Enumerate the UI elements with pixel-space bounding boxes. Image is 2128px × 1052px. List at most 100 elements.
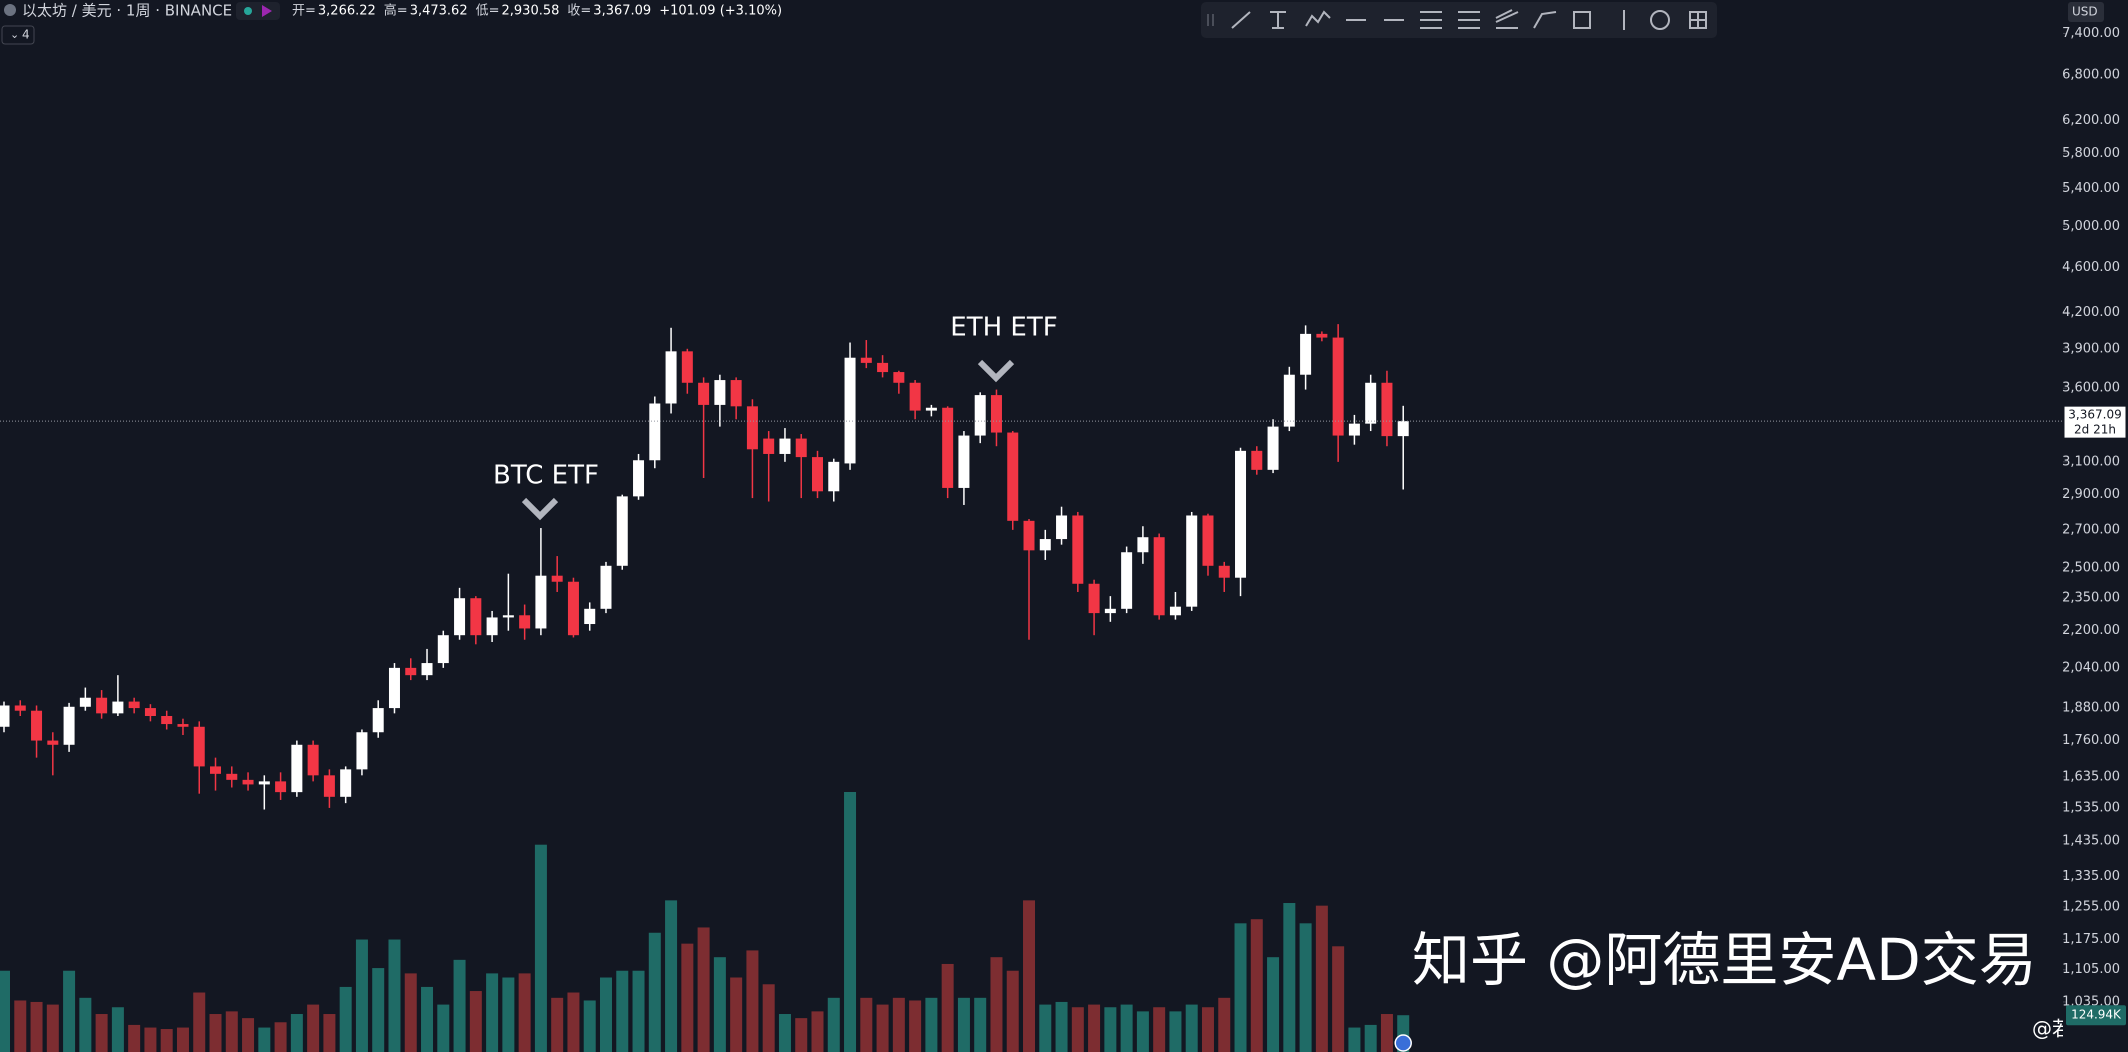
candle-body [1186,515,1198,607]
candle-body [47,740,59,745]
annotation-arrow [521,497,559,521]
tool-brush[interactable] [1533,11,1557,29]
tool-channel[interactable] [1420,11,1442,29]
candle-body [1332,337,1344,436]
candle-body [909,382,921,411]
indicator-toggle[interactable] [1,25,35,45]
volume-bar [339,986,352,1052]
drag-handle[interactable] [1207,14,1214,26]
volume-bar [534,844,547,1052]
y-tick-label: 1,335.00 [2062,869,2120,884]
volume-bar [225,1011,238,1052]
volume-bar [632,970,645,1052]
annotation: ETH ETF [950,313,1057,343]
tool-vertical[interactable] [1270,11,1286,29]
tool-grid-lines[interactable] [1690,12,1706,28]
y-tick-label: 4,600.00 [2062,260,2120,275]
volume-bar [616,970,629,1052]
volume-bar [128,1024,141,1052]
y-tick-label: 6,800.00 [2062,68,2120,83]
y-tick-label: 2,500.00 [2062,560,2120,575]
candle-body [990,395,1002,433]
candle-body [893,372,905,383]
y-tick-label: 1,255.00 [2062,900,2120,915]
y-tick-label: 1,175.00 [2062,932,2120,947]
volume-bar [1201,1007,1214,1052]
volume-bar [274,1022,287,1052]
candle-body [31,710,43,741]
candle-body [1316,333,1328,338]
legend-label: 低= [476,4,500,19]
volume-bar [1006,970,1019,1052]
volume-bar [1136,1011,1149,1052]
tool-circle[interactable] [1650,10,1670,30]
volume-bar [1218,997,1231,1052]
y-tick-label: 1,760.00 [2062,733,2120,748]
candle-body [405,667,417,676]
candle-body [600,565,612,609]
candle-body [210,766,222,774]
tool-trendline[interactable] [1231,11,1251,29]
annotation-arrow [977,359,1015,383]
tool-fib[interactable] [1458,11,1480,29]
plot [0,324,2063,1052]
candle-body [79,697,91,707]
volume-bar [1088,1004,1101,1052]
volume-bar [323,1014,336,1052]
candle-body [1088,583,1100,614]
candle-body [14,705,26,711]
volume-bar [1364,1024,1377,1052]
candle-body [1137,537,1149,553]
volume-bar [697,927,710,1052]
candle-body [1056,515,1068,540]
candle-body [1300,333,1312,375]
volume-bar [795,1018,808,1052]
y-tick-label: 1,435.00 [2062,834,2120,849]
candle-body [1381,382,1393,437]
volume-bar [95,1014,108,1052]
legend-change: +101.09 (+3.10%) [659,4,782,19]
ohlc-legend: 开= 3,266.22 高= 3,473.62 低= 2,930.58 收= 3,367.09… [292,3,782,19]
toolbar [1201,2,1717,38]
candle-body [1121,552,1133,609]
candle-body [1023,520,1035,551]
last-price-box [2063,405,2127,439]
legend-label: 高= [384,3,408,19]
candle-body [1251,450,1263,470]
y-tick-label: 1,535.00 [2062,800,2120,815]
candle-body [372,708,384,733]
candle-body [421,663,433,676]
y-tick-label: 6,200.00 [2062,113,2120,128]
watermark-text: 知乎 @阿德里安AD交易 [1412,926,2037,994]
tool-rect[interactable] [1573,11,1591,29]
volume-bar [957,997,970,1052]
candle-body [665,351,677,404]
volume-bar [518,973,531,1052]
flag-icon [1394,1034,1412,1052]
candle-body [877,362,889,373]
volume-bar [941,963,954,1052]
candle-body [616,496,628,566]
countdown: 2d 21h [2074,423,2116,437]
volume-bar [746,950,759,1052]
y-tick-label: 5,400.00 [2062,181,2120,196]
currency: USD [2072,5,2098,19]
currency-badge[interactable] [2068,2,2104,22]
volume-bar [30,1001,43,1052]
candle-body [242,779,254,785]
candle-body [177,724,189,727]
volume-bar [421,986,434,1052]
candle-body [1267,426,1279,470]
header: 以太坊 / 美元 · 1周 · BINANCE 开= 3,266.22 高= 3,47… [1,2,782,45]
y-tick-label: 2,200.00 [2062,623,2120,638]
candle-body [307,744,319,776]
annotations: BTC ETF ETH ETF [493,313,1058,521]
y-tick-label: 1,635.00 [2062,769,2120,784]
volume-bar [990,957,1003,1052]
tool-fan[interactable] [1495,9,1519,29]
tool-path[interactable] [1305,10,1331,27]
candle-body [860,357,872,363]
last-price-label: 3,367.09 [2068,408,2121,422]
candle-body [844,357,856,464]
volume-bar [1234,923,1247,1052]
